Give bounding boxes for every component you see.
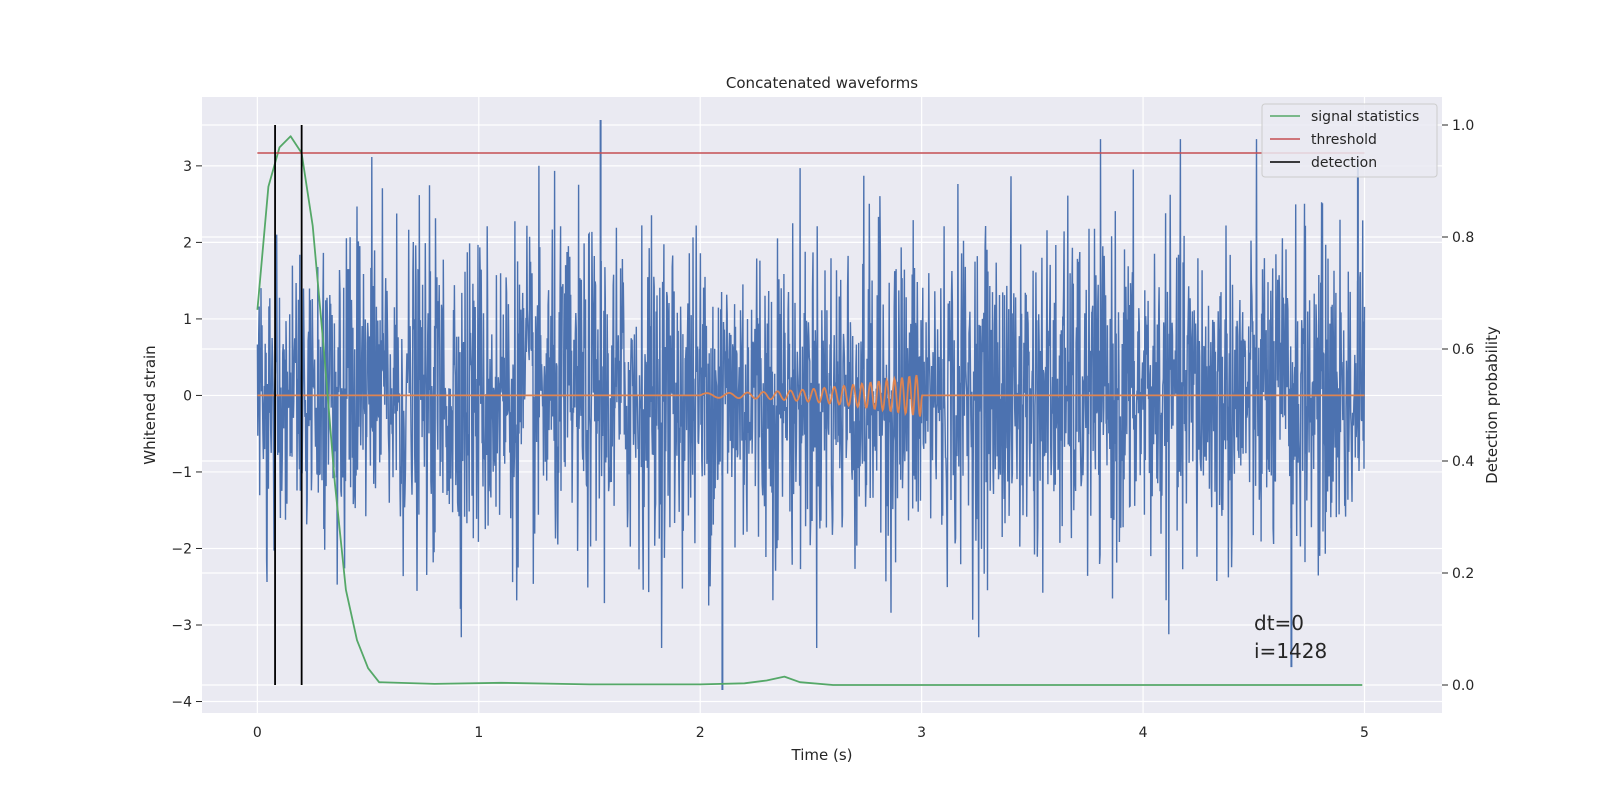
yr-tick-label-2: 0.4	[1452, 454, 1474, 470]
noise-line	[256, 139, 1366, 649]
legend-box	[1261, 103, 1438, 178]
statistics-line	[256, 135, 1363, 686]
y-axis-title: Whitened strain	[141, 345, 159, 464]
x-tick-label-4: 4	[1139, 725, 1148, 741]
legend-label-threshold: threshold	[1311, 132, 1377, 148]
yr-tick-label-4: 0.8	[1452, 230, 1474, 246]
ticks: 0 1 2 3 4 5 −4 −3 −2 −1 0 1 2 3 0.0 0.2 0.4 0.6 0.8 1.0	[171, 118, 1474, 741]
x-tick-label-0: 0	[253, 725, 262, 741]
y-tick-label-4: 0	[183, 388, 192, 404]
y-tick-label-6: 2	[183, 235, 192, 251]
yr-tick-label-5: 1.0	[1452, 118, 1474, 134]
annotation-index: i=1428	[1254, 639, 1327, 663]
yr-tick-label-3: 0.6	[1452, 342, 1474, 358]
y-tick-label-1: −3	[171, 618, 192, 634]
noise-series	[256, 120, 1366, 690]
x-axis-title: Time (s)	[791, 746, 853, 764]
legend-label-statistics: signal statistics	[1311, 109, 1419, 125]
x-tick-label-3: 3	[917, 725, 926, 741]
x-tick-label-5: 5	[1360, 725, 1369, 741]
chart-title: Concatenated waveforms	[726, 74, 918, 92]
yr-tick-label-0: 0.0	[1452, 678, 1474, 694]
noise-spikes	[599, 120, 1359, 690]
legend-label-detection: detection	[1311, 155, 1377, 171]
y-right-axis-title: Detection probability	[1483, 326, 1501, 484]
statistics-series	[256, 135, 1365, 686]
detection-lines	[274, 125, 303, 685]
y-tick-label-5: 1	[183, 312, 192, 328]
yr-tick-label-1: 0.2	[1452, 566, 1474, 582]
y-tick-label-3: −1	[171, 465, 192, 481]
template-line	[257, 374, 1365, 417]
y-tick-label-7: 3	[183, 159, 192, 175]
legend: signal statistics threshold detection	[1261, 103, 1438, 178]
y-tick-label-0: −4	[171, 695, 192, 711]
y-tick-label-2: −2	[171, 541, 192, 557]
template-series	[257, 374, 1365, 417]
annotation-dt: dt=0	[1254, 611, 1304, 635]
x-tick-label-2: 2	[696, 725, 705, 741]
x-tick-label-1: 1	[474, 725, 483, 741]
